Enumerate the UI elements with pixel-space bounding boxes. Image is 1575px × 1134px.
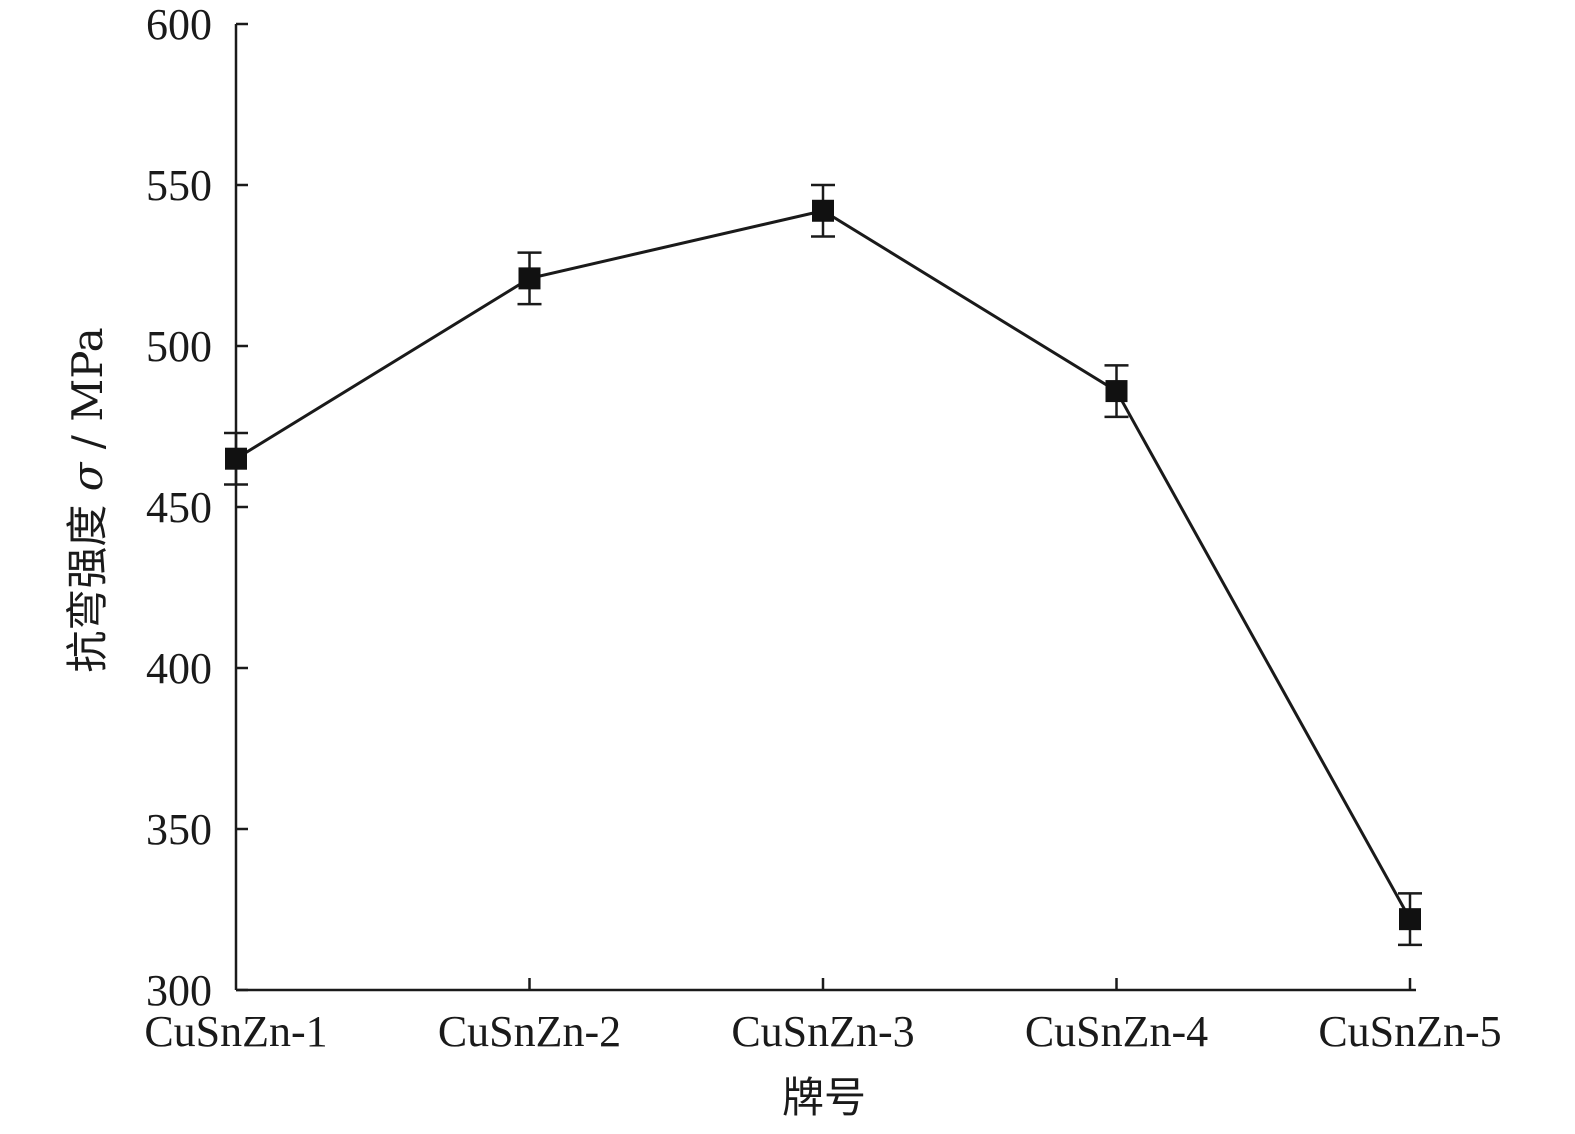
x-tick-label: CuSnZn-3 <box>731 1007 914 1056</box>
x-ticks: CuSnZn-1 CuSnZn-2 CuSnZn-3 CuSnZn-4 CuSnZn-5 <box>144 978 1502 1056</box>
series-line <box>235 209 1412 920</box>
axes <box>234 24 1416 992</box>
data-point-marker <box>225 447 247 470</box>
x-tick-label: CuSnZn-1 <box>144 1007 327 1056</box>
plot-area <box>224 183 1422 947</box>
y-tick-label: 400 <box>146 644 212 693</box>
data-point-marker <box>518 267 541 290</box>
y-ticks: 300 350 400 450 500 550 600 <box>146 0 248 1015</box>
y-axis-title: 抗弯强度 σ / MPa <box>63 327 112 672</box>
data-point-marker <box>812 199 834 222</box>
y-tick-label: 550 <box>146 161 212 210</box>
y-tick-label: 450 <box>146 483 212 532</box>
x-tick-label: CuSnZn-4 <box>1025 1007 1208 1056</box>
y-axis-title-symbol: σ <box>63 461 112 491</box>
x-axis-title: 牌号 <box>782 1073 866 1122</box>
y-tick-label: 350 <box>146 805 212 854</box>
y-tick-label: 600 <box>146 0 212 49</box>
x-tick-label: CuSnZn-2 <box>438 1007 621 1056</box>
y-axis-title-suffix: / MPa <box>63 327 112 462</box>
data-point-marker <box>1399 908 1421 931</box>
y-axis-title-prefix: 抗弯强度 <box>63 491 112 672</box>
y-tick-label: 300 <box>146 966 212 1015</box>
data-point-marker <box>1105 380 1128 403</box>
x-tick-label: CuSnZn-5 <box>1318 1007 1501 1056</box>
y-tick-label: 500 <box>146 322 212 371</box>
